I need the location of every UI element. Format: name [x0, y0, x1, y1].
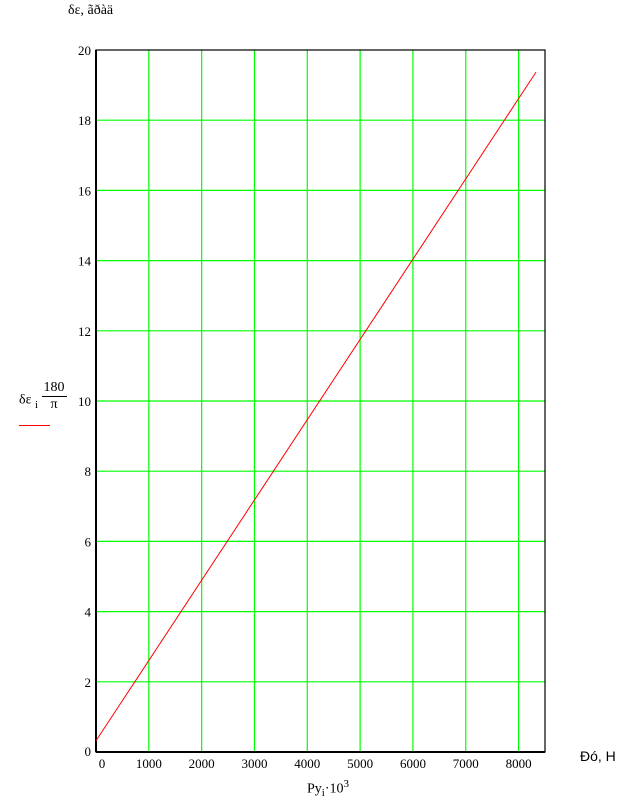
y-tick-label: 8 [85, 464, 92, 479]
y-label-factor-num: 180 [41, 380, 67, 397]
y-label-factor-den: π [50, 397, 58, 412]
y-axis-label: δε i 180 π [19, 380, 67, 417]
x-tick-label: 0 [99, 756, 106, 771]
x-unit-label: Ðó, Н [580, 748, 616, 764]
x-tick-label: 3000 [241, 756, 267, 771]
x-label-factor: ·10 [324, 781, 344, 797]
y-label-sub: i [34, 398, 39, 411]
y-label-factor: 180 π [41, 380, 67, 413]
x-label-exp: 3 [343, 778, 350, 790]
x-tick-label: 2000 [189, 756, 215, 771]
legend-line-swatch [19, 425, 50, 426]
x-label-main: Py [307, 781, 322, 797]
x-tick-label: 8000 [506, 756, 532, 771]
series-line [95, 71, 537, 742]
y-label-main: δε [19, 392, 32, 408]
y-tick-label: 16 [78, 183, 92, 198]
x-tick-label: 7000 [453, 756, 479, 771]
y-tick-label: 2 [85, 675, 92, 690]
y-tick-label: 10 [78, 394, 91, 409]
x-tick-label: 4000 [294, 756, 320, 771]
y-tick-label: 4 [85, 605, 92, 620]
y-tick-label: 12 [78, 324, 91, 339]
x-tick-label: 6000 [400, 756, 426, 771]
y-tick-label: 18 [78, 113, 91, 128]
y-tick-label: 14 [78, 254, 92, 269]
x-tick-label: 1000 [136, 756, 162, 771]
y-tick-label: 0 [85, 744, 92, 759]
x-label-sub: i [321, 786, 325, 799]
x-axis-label: Pyi·103 [307, 778, 350, 799]
y-tick-label: 20 [78, 43, 91, 58]
y-tick-label: 6 [85, 534, 92, 549]
x-tick-label: 5000 [347, 756, 373, 771]
chart-title: δε, ãðàä [68, 3, 114, 18]
